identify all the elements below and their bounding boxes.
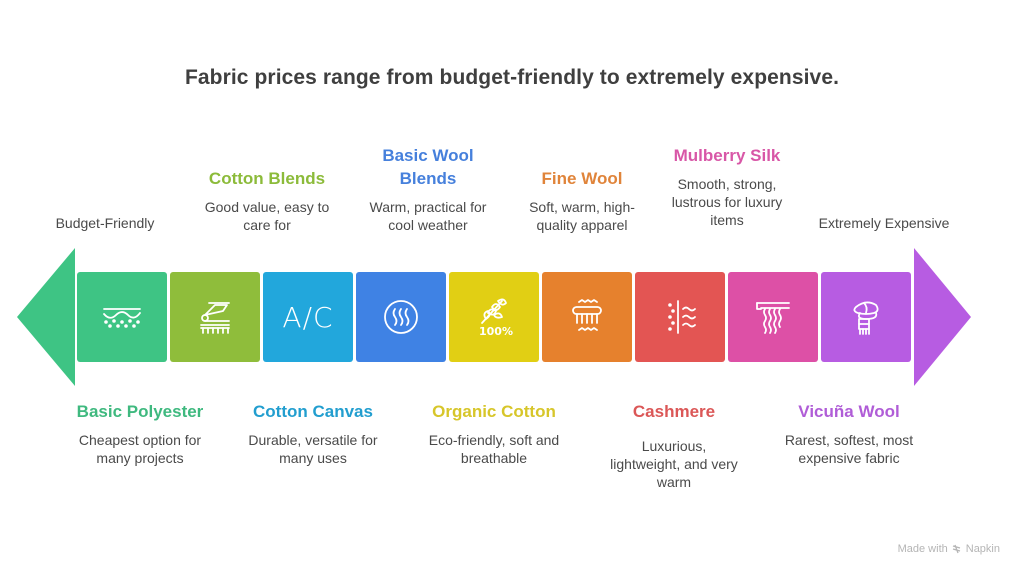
label-desc: Soft, warm, high-quality apparel bbox=[529, 199, 635, 233]
svg-text:100%: 100% bbox=[479, 325, 513, 338]
scarf-icon bbox=[853, 301, 879, 335]
label-title: Organic Cotton bbox=[432, 402, 556, 421]
label-vicuna-wool: Vicuña Wool Rarest, softest, most expens… bbox=[764, 400, 934, 467]
label-basic-polyester: Basic Polyester Cheapest option for many… bbox=[55, 400, 225, 467]
polyester-wave-icon bbox=[103, 308, 141, 328]
made-with-napkin-footer: Made with Napkin bbox=[898, 543, 1000, 555]
label-desc: Warm, practical for cool weather bbox=[369, 199, 487, 233]
label-fine-wool: Fine Wool Soft, warm, high-quality appar… bbox=[497, 167, 667, 234]
napkin-brand-text: Napkin bbox=[965, 543, 1000, 555]
step-box-basic-polyester bbox=[77, 272, 167, 362]
iron-brush-icon bbox=[200, 302, 230, 334]
label-cashmere: Cashmere Luxurious, lightweight, and ver… bbox=[589, 400, 759, 491]
warm-brush-icon bbox=[572, 299, 602, 331]
label-basic-wool-blends: Basic Wool Blends Warm, practical for co… bbox=[343, 144, 513, 234]
left-arrowhead bbox=[17, 248, 75, 386]
label-title: Vicuña Wool bbox=[798, 402, 900, 421]
heat-waves-icon bbox=[384, 300, 418, 334]
leaf-100-icon: 100% bbox=[479, 298, 513, 338]
budget-friendly-label: Budget-Friendly bbox=[55, 215, 155, 231]
label-desc: Eco-friendly, soft and breathable bbox=[428, 432, 560, 466]
label-title: Basic Polyester bbox=[76, 402, 204, 421]
label-desc: Rarest, softest, most expensive fabric bbox=[784, 432, 914, 466]
breathable-layer-icon bbox=[668, 300, 696, 334]
silk-threads-icon bbox=[756, 302, 790, 334]
label-title: Basic Wool Blends bbox=[382, 146, 474, 188]
step-box-basic-wool-blends bbox=[356, 272, 446, 362]
step-box-fine-wool bbox=[542, 272, 632, 362]
step-box-mulberry-silk bbox=[728, 272, 818, 362]
label-desc: Cheapest option for many projects bbox=[78, 432, 202, 466]
diagram-title: Fabric prices range from budget-friendly… bbox=[184, 66, 840, 89]
step-box-vicuna-wool bbox=[821, 272, 911, 362]
label-title: Cotton Canvas bbox=[253, 402, 373, 421]
label-title: Cotton Blends bbox=[208, 169, 326, 188]
label-mulberry-silk: Mulberry Silk Smooth, strong, lustrous f… bbox=[642, 144, 812, 229]
step-box-organic-cotton: 100% bbox=[449, 272, 539, 362]
label-title: Mulberry Silk bbox=[673, 146, 781, 165]
step-box-cashmere bbox=[635, 272, 725, 362]
napkin-logo-icon bbox=[952, 544, 960, 554]
right-arrowhead bbox=[914, 248, 971, 386]
label-desc: Luxurious, lightweight, and very warm bbox=[610, 438, 738, 490]
label-desc: Durable, versatile for many uses bbox=[248, 432, 378, 466]
made-with-text: Made with bbox=[897, 543, 948, 555]
label-title: Fine Wool bbox=[541, 169, 623, 188]
step-box-cotton-canvas: A/C bbox=[263, 272, 353, 362]
label-desc: Good value, easy to care for bbox=[204, 199, 330, 233]
step-box-cotton-blends bbox=[170, 272, 260, 362]
label-cotton-canvas: Cotton Canvas Durable, versatile for man… bbox=[228, 400, 398, 467]
label-organic-cotton: Organic Cotton Eco-friendly, soft and br… bbox=[409, 400, 579, 467]
ac-text-icon: A/C bbox=[282, 300, 334, 334]
label-cotton-blends: Cotton Blends Good value, easy to care f… bbox=[182, 167, 352, 234]
label-desc: Smooth, strong, lustrous for luxury item… bbox=[671, 176, 783, 228]
extremely-expensive-label: Extremely Expensive bbox=[818, 215, 950, 231]
label-title: Cashmere bbox=[632, 402, 716, 421]
